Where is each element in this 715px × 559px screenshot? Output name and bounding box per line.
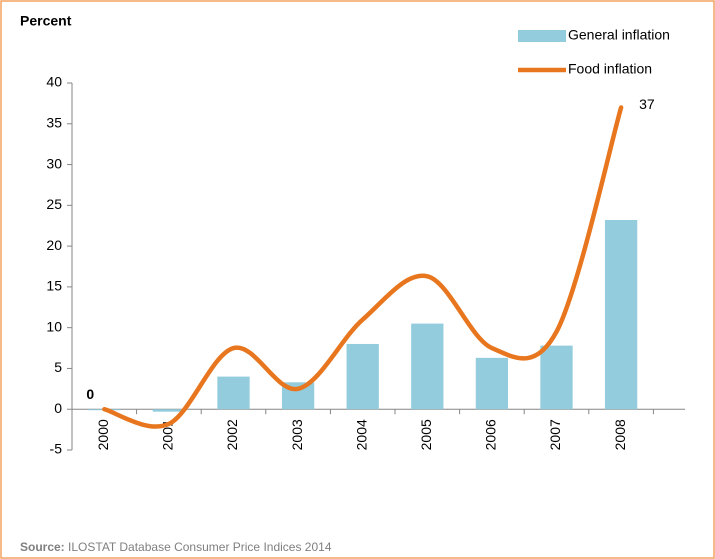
legend-label: General inflation	[568, 27, 670, 43]
bar	[604, 220, 638, 410]
y-tick-label: 5	[54, 359, 62, 375]
x-tick-label: 2007	[547, 419, 563, 450]
data-label: 0	[86, 386, 94, 402]
bar	[346, 343, 379, 410]
y-tick-label: 15	[46, 278, 62, 294]
bar	[217, 376, 250, 410]
bar	[540, 345, 573, 410]
source-text: ILOSTAT Database Consumer Price Indices …	[68, 540, 332, 554]
x-tick-label: 2002	[224, 419, 240, 450]
source-label: Source:	[20, 540, 65, 554]
y-tick-label: 20	[46, 237, 62, 253]
y-tick-label: -5	[50, 441, 63, 457]
x-tick-label: 2008	[612, 419, 628, 450]
y-tick-label: 25	[46, 196, 62, 212]
line	[102, 105, 624, 429]
bar	[475, 357, 509, 410]
y-tick-label: 10	[46, 318, 62, 334]
source: Source: ILOSTAT Database Consumer Price …	[20, 540, 332, 554]
y-tick-label: 40	[46, 74, 62, 90]
y-tick-label: 0	[54, 400, 62, 416]
bar	[152, 409, 186, 412]
x-tick-label: 2006	[483, 419, 499, 450]
x-tick-label: 2000	[95, 419, 111, 450]
x-tick-label: 2003	[289, 419, 305, 450]
legend-label: Food inflation	[568, 61, 652, 77]
data-label: 37	[639, 96, 655, 112]
x-tick-label: 2005	[418, 419, 434, 450]
bar	[411, 323, 444, 410]
y-tick-label: 35	[46, 114, 62, 130]
x-tick-label: 2004	[353, 419, 369, 450]
y-tick-label: 30	[46, 155, 62, 171]
legend-swatch	[518, 30, 566, 42]
y-axis-label: Percent	[20, 13, 72, 29]
